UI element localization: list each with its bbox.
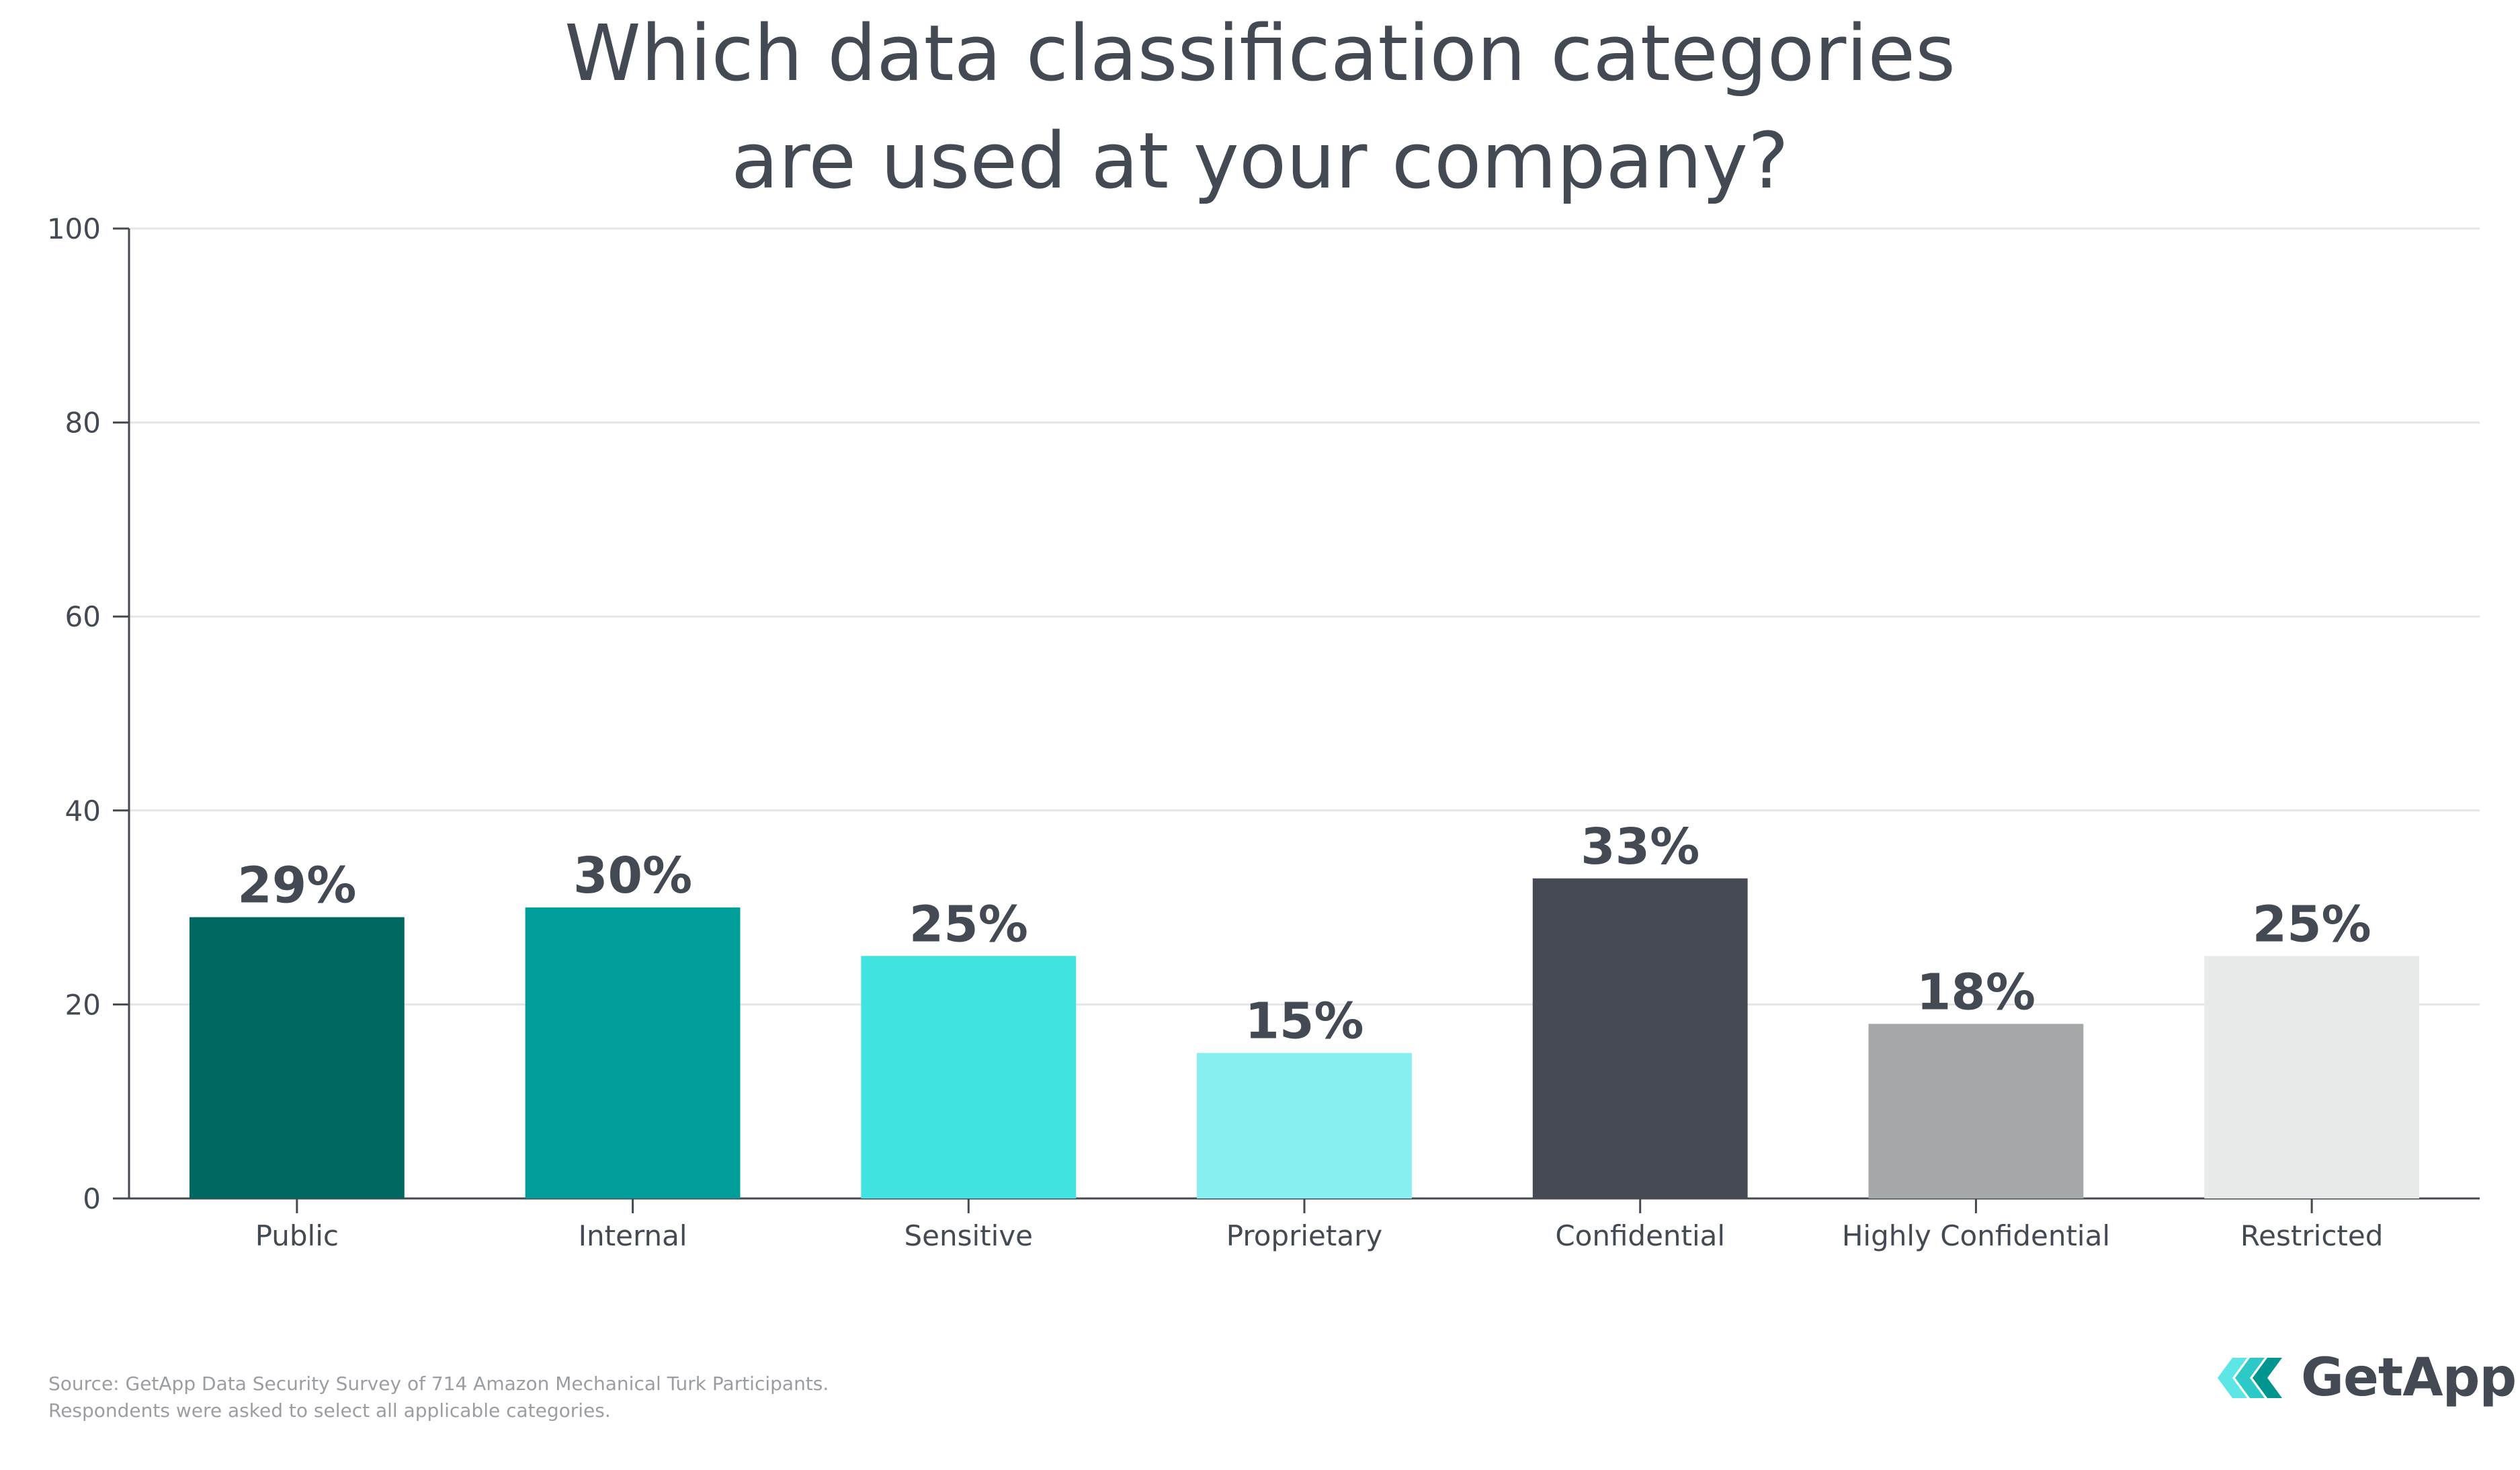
source-note: Source: GetApp Data Security Survey of 7… [48, 1373, 829, 1395]
x-tick-label: Proprietary [1226, 1219, 1382, 1252]
grid-lines [129, 227, 2480, 1006]
y-tick-label: 40 [65, 794, 101, 827]
y-tick-label: 100 [47, 212, 101, 245]
getapp-chevrons-icon [2218, 1358, 2282, 1398]
respondents-note: Respondents were asked to select all app… [48, 1399, 611, 1422]
chart-title-line-2: are used at your company? [731, 116, 1789, 206]
y-tick-label: 0 [83, 1182, 101, 1215]
chart-title-line-1: Which data classification categories [564, 9, 1956, 99]
getapp-logo-text: GetApp [2301, 1348, 2517, 1408]
bars [189, 878, 2420, 1198]
getapp-logo: GetApp [2218, 1338, 2517, 1418]
y-tick-label: 20 [65, 988, 101, 1021]
chart-title: Which data classification categories are… [0, 0, 2520, 215]
data-label: 25% [2253, 895, 2371, 953]
bar-restricted [2204, 956, 2420, 1198]
bar-highly-confidential [1868, 1024, 2084, 1198]
bar-public [189, 917, 405, 1198]
bar-confidential [1532, 878, 1748, 1198]
data-label: 33% [1581, 818, 1699, 876]
x-tick-label: Public [255, 1219, 339, 1252]
data-label: 18% [1917, 963, 2035, 1021]
labels: Public 29% Internal 30% Sensitive 25% Propriet… [237, 818, 2383, 1252]
data-label: 30% [573, 847, 692, 905]
x-tick-label: Restricted [2240, 1219, 2383, 1252]
y-tick-label: 80 [65, 407, 101, 440]
data-label: 29% [237, 857, 356, 915]
data-label: 15% [1245, 993, 1363, 1051]
x-tick-label: Sensitive [905, 1219, 1034, 1252]
bar-internal [525, 907, 741, 1198]
y-tick-label: 60 [65, 600, 101, 633]
x-tick-label: Internal [579, 1219, 687, 1252]
bar-proprietary [1197, 1053, 1412, 1198]
x-tick-label: Highly Confidential [1842, 1219, 2110, 1252]
data-label: 25% [909, 895, 1028, 953]
x-tick-label: Confidential [1555, 1219, 1725, 1252]
bar-sensitive [861, 956, 1077, 1198]
